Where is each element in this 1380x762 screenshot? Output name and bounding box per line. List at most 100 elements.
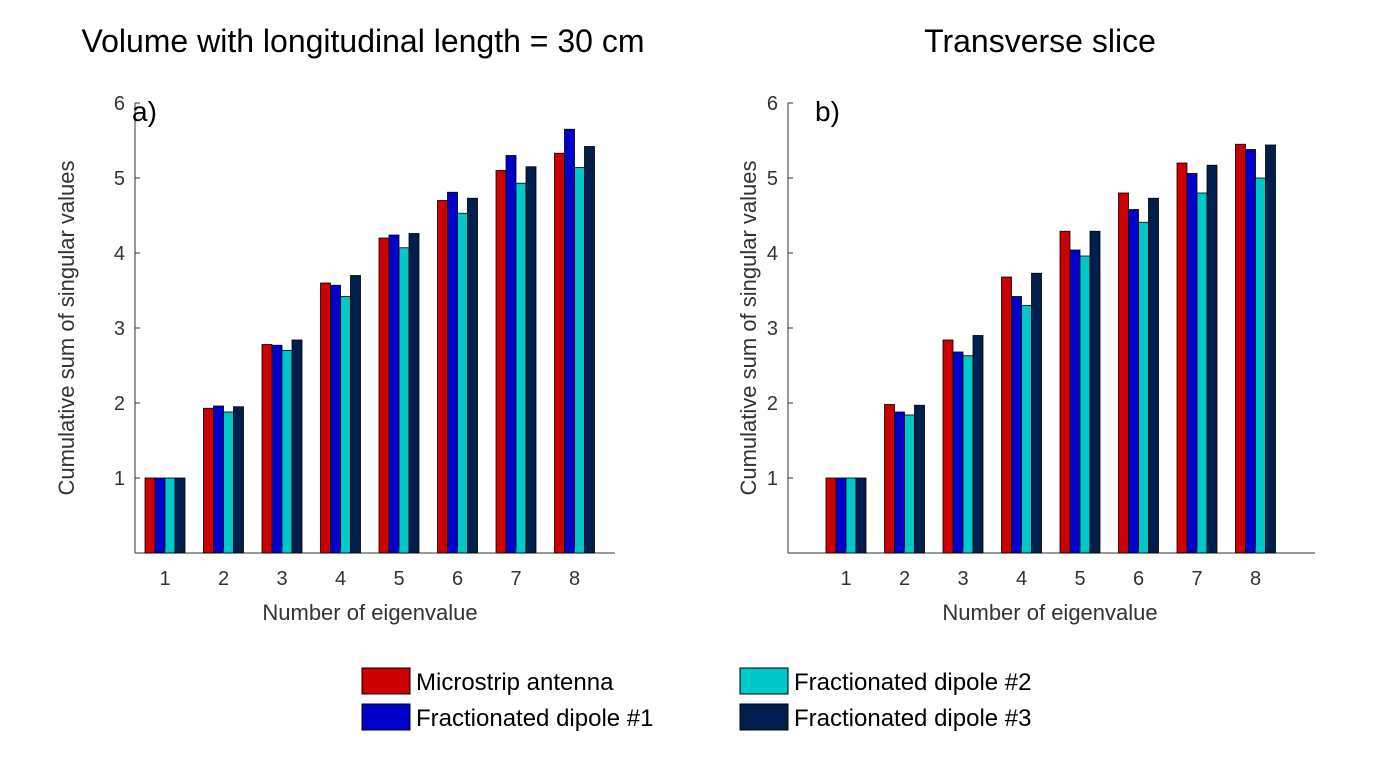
bar-b-s2-c6 xyxy=(1128,209,1139,554)
bar-b-s3-c6 xyxy=(1138,221,1149,554)
legend-swatch-dipole-1 xyxy=(361,703,411,731)
chart-panel-b: b) Number of eigenvalue Cumulative sum o… xyxy=(736,93,1315,625)
bar-a-s4-c5 xyxy=(408,233,420,554)
bar-b-s4-c1 xyxy=(855,477,867,554)
y-tick-label-b-5: 5 xyxy=(767,168,778,190)
panel-label-b: b) xyxy=(815,96,840,127)
bar-a-s1-c8 xyxy=(554,152,565,554)
bar-b-s3-c7 xyxy=(1196,192,1208,554)
bar-b-s4-c4 xyxy=(1031,272,1042,554)
y-tick-label-b-1: 1 xyxy=(767,468,778,490)
bar-b-s2-c7 xyxy=(1186,173,1198,554)
y-tick-label-a-4: 4 xyxy=(114,243,125,265)
bar-b-s1-c8 xyxy=(1235,143,1246,554)
bar-b-s3-c8 xyxy=(1255,177,1266,554)
bar-a-s1-c4 xyxy=(320,282,331,554)
x-tick-label-a-1: 1 xyxy=(159,568,170,590)
legend-swatch-microstrip xyxy=(361,667,411,695)
y-tick-label-b-4: 4 xyxy=(767,243,778,265)
bar-a-s2-c8 xyxy=(564,128,575,554)
y-axis-label-a: Cumulative sum of singular values xyxy=(54,160,79,495)
bar-a-s4-c2 xyxy=(233,406,244,554)
bar-b-s1-c7 xyxy=(1176,162,1188,554)
bar-b-s4-c7 xyxy=(1206,164,1218,554)
bar-a-s3-c5 xyxy=(398,247,410,554)
y-tick-label-a-3: 3 xyxy=(114,318,125,340)
x-tick-label-b-2: 2 xyxy=(899,568,910,590)
bar-a-s2-c6 xyxy=(447,191,458,554)
x-tick-label-a-3: 3 xyxy=(276,568,287,590)
bar-a-s1-c3 xyxy=(261,344,273,554)
chart-title-a: Volume with longitudinal length = 30 cm xyxy=(81,23,644,59)
bar-b-s2-c1 xyxy=(835,477,847,554)
bar-a-s1-c5 xyxy=(378,237,390,554)
bar-b-s1-c6 xyxy=(1118,192,1129,554)
x-tick-label-b-8: 8 xyxy=(1250,568,1261,590)
bar-a-s1-c7 xyxy=(495,170,507,554)
bar-b-s1-c3 xyxy=(942,339,954,554)
x-tick-label-a-4: 4 xyxy=(335,568,346,590)
x-tick-label-a-7: 7 xyxy=(510,568,521,590)
bar-b-s2-c2 xyxy=(894,411,905,554)
bar-a-s4-c1 xyxy=(174,477,186,554)
bar-b-s4-c8 xyxy=(1265,144,1276,554)
bar-a-s2-c4 xyxy=(330,284,341,554)
bar-a-s3-c7 xyxy=(515,182,527,554)
bar-a-s2-c5 xyxy=(388,234,400,554)
bar-b-s2-c5 xyxy=(1069,249,1081,554)
bar-b-s1-c1 xyxy=(825,477,837,554)
bar-a-s3-c8 xyxy=(574,167,585,554)
panel-label-a: a) xyxy=(132,96,157,127)
y-tick-label-a-1: 1 xyxy=(114,468,125,490)
bar-a-s1-c6 xyxy=(437,200,448,554)
x-tick-label-b-5: 5 xyxy=(1074,568,1085,590)
bars-b xyxy=(825,143,1276,554)
bar-b-s3-c2 xyxy=(904,414,915,554)
y-tick-label-a-5: 5 xyxy=(114,168,125,190)
bar-a-s1-c1 xyxy=(144,477,156,554)
bar-b-s4-c5 xyxy=(1089,230,1101,554)
bar-a-s4-c4 xyxy=(350,275,361,554)
bar-b-s4-c3 xyxy=(972,335,984,554)
x-tick-label-b-3: 3 xyxy=(957,568,968,590)
legend-label-dipole-3: Fractionated dipole #3 xyxy=(794,705,1032,732)
bar-a-s3-c2 xyxy=(223,411,234,554)
bar-a-s1-c2 xyxy=(203,407,214,554)
bar-b-s2-c8 xyxy=(1245,149,1256,554)
bar-b-s3-c5 xyxy=(1079,255,1091,554)
bar-a-s2-c2 xyxy=(213,405,224,554)
legend-label-microstrip: Microstrip antenna xyxy=(416,669,614,696)
bar-b-s3-c1 xyxy=(845,477,857,554)
x-tick-label-a-5: 5 xyxy=(393,568,404,590)
x-tick-label-a-6: 6 xyxy=(452,568,463,590)
bar-b-s1-c4 xyxy=(1001,276,1012,554)
x-ticks-b: 1 2 3 4 5 6 7 8 xyxy=(840,548,1261,590)
bar-a-s3-c1 xyxy=(164,477,176,554)
bar-a-s3-c4 xyxy=(340,296,351,554)
bar-a-s2-c3 xyxy=(271,344,283,554)
legend-label-dipole-1: Fractionated dipole #1 xyxy=(416,705,654,732)
y-tick-label-a-6: 6 xyxy=(114,93,125,115)
bars-a xyxy=(144,128,595,554)
bar-a-s2-c1 xyxy=(154,477,166,554)
bar-a-s3-c6 xyxy=(457,212,468,554)
y-tick-label-b-6: 6 xyxy=(767,93,778,115)
bar-b-s1-c2 xyxy=(884,404,895,554)
legend: Microstrip antenna Fractionated dipole #… xyxy=(361,667,1032,732)
y-tick-label-b-2: 2 xyxy=(767,393,778,415)
x-tick-label-b-7: 7 xyxy=(1191,568,1202,590)
chart-title-b: Transverse slice xyxy=(924,23,1156,59)
bar-b-s1-c5 xyxy=(1059,230,1071,554)
chart-panel-a: a) Number of eigenvalue Cumulative sum o… xyxy=(54,93,615,625)
bar-a-s4-c3 xyxy=(291,339,303,554)
bar-b-s3-c4 xyxy=(1021,305,1032,554)
y-ticks-a: 1 2 3 4 5 6 xyxy=(114,93,140,490)
legend-swatch-dipole-2 xyxy=(739,667,789,695)
y-tick-label-b-3: 3 xyxy=(767,318,778,340)
x-axis-label-b: Number of eigenvalue xyxy=(942,600,1157,625)
x-tick-label-a-2: 2 xyxy=(218,568,229,590)
x-tick-label-a-8: 8 xyxy=(569,568,580,590)
bar-a-s4-c8 xyxy=(584,146,595,554)
bar-b-s2-c4 xyxy=(1011,296,1022,554)
